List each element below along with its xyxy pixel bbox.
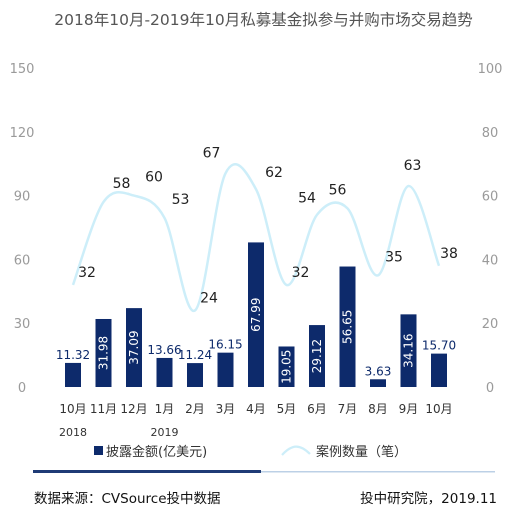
x-tick-label: 10月: [59, 402, 86, 416]
bar-data-label: 13.66: [147, 343, 181, 357]
y-right-tick-label: 80: [482, 126, 499, 141]
y-right-tick-label: 40: [482, 253, 499, 268]
legend-bar-swatch: [94, 446, 103, 455]
line-point-label: 54: [298, 191, 316, 207]
y-right-tick-label: 100: [478, 62, 503, 77]
x-tick-label: 5月: [277, 402, 297, 416]
line-point-label: 56: [329, 182, 347, 198]
y-left-tick-label: 30: [14, 317, 31, 332]
x-tick-label: 8月: [368, 402, 388, 416]
line-point-label: 67: [203, 145, 221, 161]
y-right-tick-label: 0: [486, 381, 494, 396]
bar: [126, 308, 142, 387]
bar: [309, 325, 325, 387]
divider-light: [261, 471, 495, 473]
y-left-tick-label: 150: [10, 62, 35, 77]
bar-data-label: 34.16: [402, 333, 416, 367]
y-left-tick-label: 90: [14, 190, 31, 205]
x-year-label: 2018: [59, 426, 87, 439]
line-point-label: 53: [172, 192, 190, 208]
x-tick-label: 12月: [120, 402, 147, 416]
footer-credit: 投中研究院，2019.11: [360, 491, 497, 507]
y-axis-left: 0 30 60 90 120 150: [10, 62, 35, 396]
x-tick-label: 3月: [216, 402, 236, 416]
bar-data-label: 67.99: [249, 298, 263, 332]
footer-source: 数据来源：CVSource投中数据: [34, 491, 221, 507]
bar-data-label: 29.12: [310, 339, 324, 373]
y-left-tick-label: 60: [14, 253, 31, 268]
x-tick-label: 7月: [338, 402, 358, 416]
line-point-label: 38: [440, 246, 458, 262]
footer-divider: [33, 470, 495, 473]
bar: [431, 353, 447, 387]
line-point-label: 60: [145, 170, 163, 186]
bar: [187, 363, 203, 387]
bar: [339, 266, 356, 387]
bar: [156, 357, 173, 387]
bar-data-label: 11.24: [178, 348, 212, 362]
x-tick-label: 6月: [307, 402, 327, 416]
legend-bar-label: 披露金额(亿美元): [106, 444, 207, 460]
bar: [278, 346, 295, 387]
line-point-label: 58: [113, 176, 131, 192]
bar-data-label: 19.05: [280, 350, 294, 384]
line-point-label: 24: [200, 290, 218, 306]
bar: [370, 379, 386, 387]
line-point-label: 63: [404, 158, 422, 174]
line-point-label: 35: [385, 249, 403, 265]
bar-data-label: 31.98: [97, 336, 111, 370]
bar: [65, 362, 81, 387]
bar-data-label: 15.70: [422, 339, 456, 353]
line-point-label: 32: [78, 265, 96, 281]
y-right-tick-label: 60: [482, 190, 499, 205]
x-tick-label: 4月: [246, 402, 266, 416]
y-axis-right: 0 20 40 60 80 100: [478, 62, 503, 396]
y-left-tick-label: 0: [18, 381, 26, 396]
bar: [95, 318, 112, 387]
x-tick-label: 10月: [425, 402, 452, 416]
bar-data-label: 11.32: [56, 348, 90, 362]
bar-data-label: 16.15: [208, 338, 242, 352]
bar: [248, 242, 264, 387]
chart-title: 2018年10月-2019年10月私募基金拟参与并购市场交易趋势: [54, 11, 473, 29]
series-line: [71, 163, 441, 312]
bar-data-label: 3.63: [365, 364, 392, 378]
legend-line-swatch: [281, 445, 311, 456]
y-left-tick-label: 120: [10, 126, 35, 141]
x-axis: 10月 11月 12月 1月 2月 3月 4月 5月 6月 7月 8月 9月 10月 2018 2019: [59, 402, 453, 439]
legend: 披露金额(亿美元) 案例数量（笔）: [94, 444, 407, 460]
line-point-label: 32: [292, 265, 310, 281]
x-tick-label: 9月: [399, 402, 419, 416]
x-year-label: 2019: [151, 426, 179, 439]
y-right-tick-label: 20: [482, 317, 499, 332]
line-series: 32 58 60 53 24 67 62 32 54 56 35 63 38: [71, 145, 458, 312]
x-tick-label: 11月: [90, 402, 117, 416]
bar: [400, 314, 417, 387]
x-tick-label: 1月: [155, 402, 175, 416]
x-tick-label: 2月: [185, 402, 205, 416]
bar: [217, 352, 234, 387]
bar-data-label: 56.65: [341, 310, 355, 344]
divider-dark: [33, 470, 261, 473]
legend-line-label: 案例数量（笔）: [316, 444, 407, 460]
bar-data-label: 37.09: [127, 330, 141, 364]
line-point-label: 62: [265, 165, 283, 181]
